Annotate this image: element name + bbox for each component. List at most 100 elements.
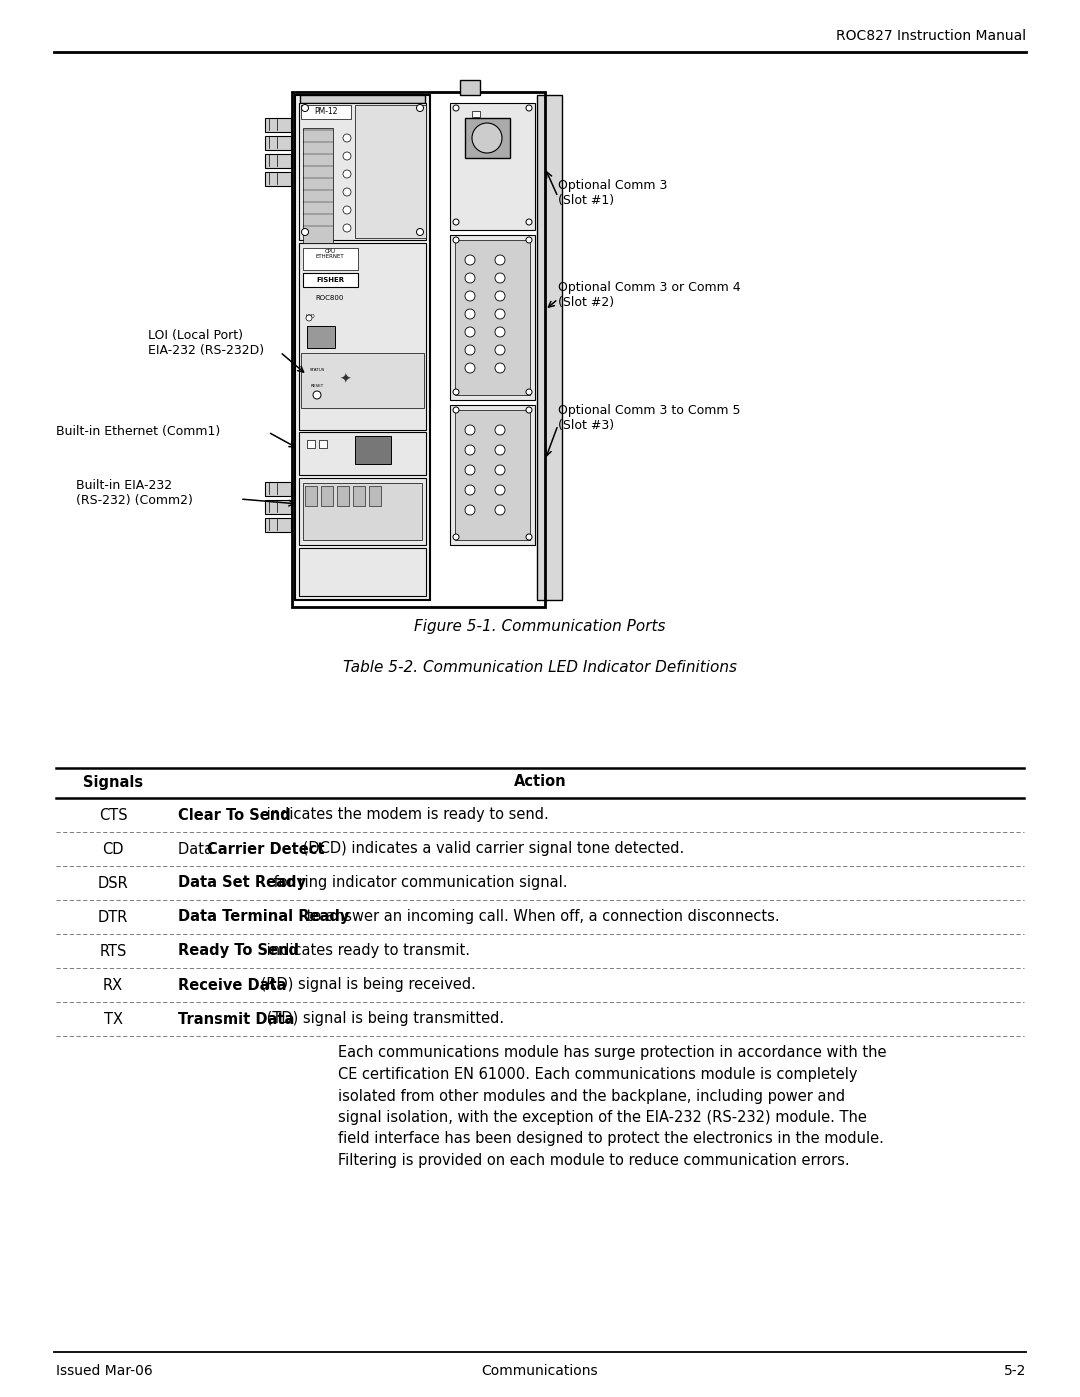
Text: ROC827 Instruction Manual: ROC827 Instruction Manual [836,29,1026,43]
Bar [455,240,530,395]
Bar [355,105,426,237]
Bar [299,548,426,597]
Circle shape [526,219,532,225]
Circle shape [526,237,532,243]
Text: Optional Comm 3 to Comm 5
(Slot #3): Optional Comm 3 to Comm 5 (Slot #3) [558,404,741,432]
Bar [265,172,291,186]
Text: 5-2: 5-2 [1003,1363,1026,1377]
Bar [537,95,562,599]
Circle shape [495,446,505,455]
Text: Figure 5-1. Communication Ports: Figure 5-1. Communication Ports [415,619,665,634]
Circle shape [495,485,505,495]
Circle shape [343,152,351,161]
Circle shape [465,504,475,515]
Circle shape [465,425,475,434]
Text: Ready To Send: Ready To Send [178,943,299,958]
Bar [265,518,291,532]
Bar [450,235,535,400]
Circle shape [465,256,475,265]
Text: Data Set Ready: Data Set Ready [178,876,306,890]
Bar [337,486,349,506]
Text: FISHER: FISHER [316,277,345,284]
Bar [265,500,291,514]
Circle shape [465,363,475,373]
Text: Data Terminal Ready: Data Terminal Ready [178,909,349,925]
Bar [465,117,510,158]
Bar [265,154,291,168]
Circle shape [417,105,423,112]
Circle shape [495,327,505,337]
Bar [303,483,422,541]
Bar [319,440,327,448]
Circle shape [301,105,309,112]
Text: Each communications module has surge protection in accordance with the: Each communications module has surge pro… [338,1045,887,1060]
Text: TX: TX [104,1011,122,1027]
Circle shape [495,256,505,265]
Bar [303,249,357,270]
Circle shape [313,391,321,400]
Circle shape [453,407,459,414]
Text: PM-12: PM-12 [314,108,338,116]
Text: Filtering is provided on each module to reduce communication errors.: Filtering is provided on each module to … [338,1153,850,1168]
Text: CD: CD [103,841,124,856]
Circle shape [472,123,502,154]
Text: Optional Comm 3 or Comm 4
(Slot #2): Optional Comm 3 or Comm 4 (Slot #2) [558,281,741,309]
Circle shape [526,105,532,110]
Bar [299,478,426,545]
Circle shape [495,465,505,475]
Text: to answer an incoming call. When off, a connection disconnects.: to answer an incoming call. When off, a … [301,909,779,925]
Circle shape [453,388,459,395]
Bar [300,95,426,103]
Text: LED: LED [305,313,314,319]
Text: (RD) signal is being received.: (RD) signal is being received. [256,978,476,992]
Text: CTS: CTS [98,807,127,823]
Text: Table 5-2. Communication LED Indicator Definitions: Table 5-2. Communication LED Indicator D… [343,661,737,676]
Circle shape [465,485,475,495]
Bar [353,486,365,506]
Text: ◎: ◎ [312,130,319,136]
Text: (DCD) indicates a valid carrier signal tone detected.: (DCD) indicates a valid carrier signal t… [298,841,685,856]
Circle shape [343,189,351,196]
Bar [472,110,480,117]
Circle shape [453,219,459,225]
Bar [265,482,291,496]
Circle shape [495,425,505,434]
Bar [460,80,480,95]
Text: Action: Action [514,774,566,789]
Circle shape [465,309,475,319]
Text: Communications: Communications [482,1363,598,1377]
Circle shape [453,105,459,110]
Text: field interface has been designed to protect the electronics in the module.: field interface has been designed to pro… [338,1132,883,1147]
Text: CE certification EN 61000. Each communications module is completely: CE certification EN 61000. Each communic… [338,1067,858,1083]
Text: Data: Data [178,841,218,856]
Bar [301,105,351,119]
Text: indicates the modem is ready to send.: indicates the modem is ready to send. [262,807,550,823]
Text: Built-in EIA-232
(RS-232) (Comm2): Built-in EIA-232 (RS-232) (Comm2) [76,479,193,507]
Circle shape [495,363,505,373]
Text: RX: RX [103,978,123,992]
Circle shape [465,272,475,284]
Circle shape [526,388,532,395]
Circle shape [495,291,505,300]
Text: Issued Mar-06: Issued Mar-06 [56,1363,152,1377]
Circle shape [495,345,505,355]
Bar [292,92,545,608]
Bar [321,486,333,506]
Text: Receive Data: Receive Data [178,978,286,992]
Text: Carrier Detect: Carrier Detect [207,841,325,856]
Circle shape [495,309,505,319]
Circle shape [495,504,505,515]
Text: CPU
ETHERNET: CPU ETHERNET [315,249,345,260]
Text: ◎: ◎ [312,169,319,175]
Text: DSR: DSR [97,876,129,890]
Bar [295,95,430,599]
Circle shape [526,407,532,414]
Bar [369,486,381,506]
Circle shape [453,237,459,243]
Bar [305,486,318,506]
Circle shape [343,224,351,232]
Text: DTR: DTR [98,909,129,925]
Text: isolated from other modules and the backplane, including power and: isolated from other modules and the back… [338,1088,846,1104]
Text: (TD) signal is being transmitted.: (TD) signal is being transmitted. [262,1011,504,1027]
Circle shape [417,229,423,236]
